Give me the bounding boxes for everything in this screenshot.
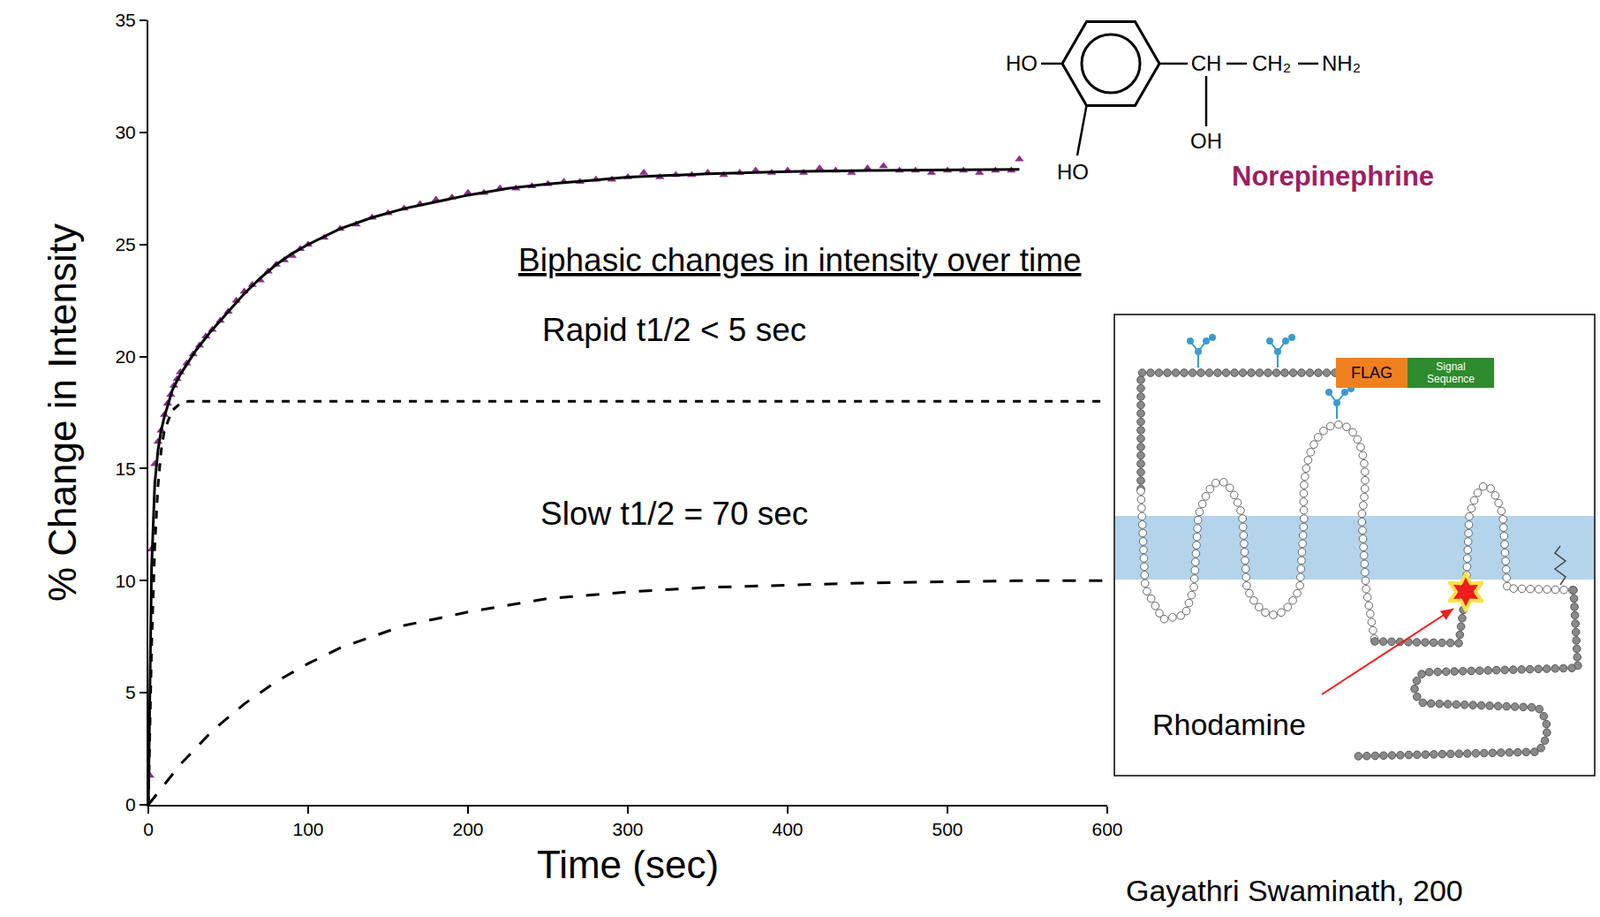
svg-text:10: 10 (114, 570, 136, 591)
svg-text:HO: HO (1056, 159, 1089, 184)
svg-text:15: 15 (114, 458, 136, 479)
svg-text:600: 600 (1091, 818, 1123, 839)
svg-text:Gayathri Swaminath, 200: Gayathri Swaminath, 200 (1125, 873, 1464, 907)
svg-text:5: 5 (125, 681, 136, 702)
svg-text:HO: HO (1005, 51, 1038, 76)
svg-text:Norepinephrine: Norepinephrine (1231, 160, 1434, 192)
svg-text:Rapid t1/2 < 5 sec: Rapid t1/2 < 5 sec (542, 311, 807, 348)
svg-text:200: 200 (452, 818, 484, 839)
svg-text:CH₂: CH₂ (1252, 51, 1291, 76)
svg-text:% Change in Intensity: % Change in Intensity (40, 223, 84, 602)
svg-text:300: 300 (611, 818, 643, 839)
svg-text:OH: OH (1190, 128, 1223, 153)
svg-text:30: 30 (114, 121, 136, 143)
svg-text:Rhodamine: Rhodamine (1152, 707, 1306, 741)
svg-text:100: 100 (292, 818, 324, 839)
svg-text:25: 25 (114, 233, 136, 255)
svg-text:500: 500 (931, 818, 963, 839)
svg-text:35: 35 (114, 9, 136, 31)
svg-text:400: 400 (771, 818, 803, 839)
svg-text:CH: CH (1191, 51, 1223, 76)
svg-text:0: 0 (125, 793, 136, 815)
svg-text:Slow t1/2 = 70 sec: Slow t1/2 = 70 sec (540, 495, 808, 532)
svg-text:Biphasic changes in intensity: Biphasic changes in intensity over time (518, 241, 1082, 279)
svg-text:NH₂: NH₂ (1321, 51, 1361, 76)
svg-text:Time (sec): Time (sec) (536, 842, 719, 886)
svg-text:FLAG: FLAG (1350, 363, 1393, 382)
svg-text:SignalSequence: SignalSequence (1426, 360, 1475, 385)
svg-text:20: 20 (114, 346, 136, 367)
svg-text:0: 0 (143, 818, 154, 839)
